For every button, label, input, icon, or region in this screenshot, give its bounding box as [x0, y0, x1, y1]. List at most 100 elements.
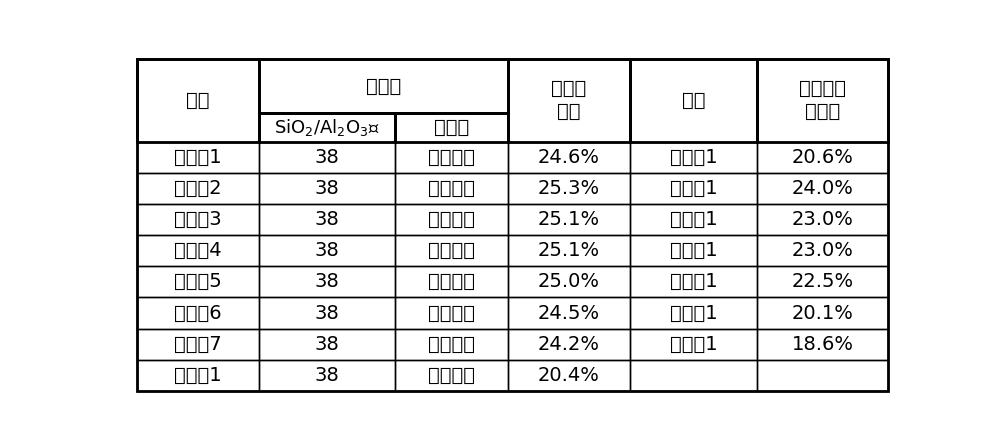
Bar — [137, 59, 259, 142]
Bar — [259, 297, 395, 328]
Bar — [259, 235, 395, 266]
Bar — [395, 113, 508, 142]
Text: 烃类碳产
率增幅: 烃类碳产 率增幅 — [799, 79, 846, 121]
Bar — [395, 328, 508, 360]
Bar — [630, 266, 757, 297]
Text: 实施例1: 实施例1 — [174, 148, 222, 167]
Text: 天津南化: 天津南化 — [428, 210, 475, 229]
Text: 实施例3: 实施例3 — [174, 210, 222, 229]
Bar — [757, 173, 888, 204]
Bar — [508, 204, 630, 235]
Text: 天津南化: 天津南化 — [428, 241, 475, 260]
Text: 对比例1: 对比例1 — [670, 335, 717, 354]
Text: 20.1%: 20.1% — [792, 303, 854, 323]
Bar — [757, 328, 888, 360]
Text: 催化剤: 催化剤 — [366, 77, 401, 96]
Bar — [757, 204, 888, 235]
Bar — [757, 142, 888, 173]
Text: 天津南化: 天津南化 — [428, 148, 475, 167]
Text: 对比例1: 对比例1 — [670, 241, 717, 260]
Text: 对比例1: 对比例1 — [670, 179, 717, 198]
Bar — [508, 266, 630, 297]
Text: 序号: 序号 — [186, 91, 209, 109]
Bar — [508, 173, 630, 204]
Text: 实施例7: 实施例7 — [174, 335, 222, 354]
Bar — [395, 142, 508, 173]
Bar — [259, 360, 395, 391]
Text: 24.6%: 24.6% — [538, 148, 600, 167]
Text: 38: 38 — [315, 179, 339, 198]
Bar — [757, 297, 888, 328]
Bar — [508, 142, 630, 173]
Text: 天津南化: 天津南化 — [428, 179, 475, 198]
Text: SiO$_2$/Al$_2$O$_3$比: SiO$_2$/Al$_2$O$_3$比 — [274, 117, 380, 138]
Bar — [630, 59, 757, 142]
Text: 天津南化: 天津南化 — [428, 272, 475, 291]
Bar — [630, 235, 757, 266]
Text: 实施例5: 实施例5 — [174, 272, 222, 291]
Bar — [630, 328, 757, 360]
Text: 对比例1: 对比例1 — [670, 303, 717, 323]
Bar — [395, 235, 508, 266]
Bar — [508, 297, 630, 328]
Bar — [137, 297, 259, 328]
Text: 天津南化: 天津南化 — [428, 366, 475, 385]
Bar — [508, 328, 630, 360]
Text: 实施例2: 实施例2 — [174, 179, 222, 198]
Text: 20.4%: 20.4% — [538, 366, 600, 385]
Text: 对比: 对比 — [682, 91, 705, 109]
Bar — [757, 59, 888, 142]
Bar — [395, 173, 508, 204]
Bar — [137, 266, 259, 297]
Bar — [630, 173, 757, 204]
Bar — [259, 266, 395, 297]
Text: 23.0%: 23.0% — [792, 241, 854, 260]
Bar — [395, 266, 508, 297]
Text: 对比例1: 对比例1 — [174, 366, 222, 385]
Text: 38: 38 — [315, 241, 339, 260]
Bar — [630, 360, 757, 391]
Bar — [508, 59, 630, 142]
Bar — [395, 204, 508, 235]
Bar — [757, 360, 888, 391]
Bar — [757, 235, 888, 266]
Bar — [630, 142, 757, 173]
Text: 25.1%: 25.1% — [538, 241, 600, 260]
Bar — [137, 235, 259, 266]
Bar — [259, 59, 508, 113]
Bar — [508, 360, 630, 391]
Text: 制造商: 制造商 — [434, 118, 469, 137]
Bar — [259, 142, 395, 173]
Bar — [137, 204, 259, 235]
Text: 对比例1: 对比例1 — [670, 148, 717, 167]
Bar — [259, 328, 395, 360]
Bar — [137, 360, 259, 391]
Text: 实施例6: 实施例6 — [174, 303, 222, 323]
Text: 烃类碳
产率: 烃类碳 产率 — [551, 79, 587, 121]
Text: 25.1%: 25.1% — [538, 210, 600, 229]
Text: 38: 38 — [315, 303, 339, 323]
Text: 天津南化: 天津南化 — [428, 335, 475, 354]
Text: 38: 38 — [315, 335, 339, 354]
Bar — [137, 328, 259, 360]
Text: 23.0%: 23.0% — [792, 210, 854, 229]
Bar — [508, 235, 630, 266]
Text: 天津南化: 天津南化 — [428, 303, 475, 323]
Bar — [630, 297, 757, 328]
Bar — [259, 173, 395, 204]
Text: 22.5%: 22.5% — [792, 272, 854, 291]
Text: 24.5%: 24.5% — [538, 303, 600, 323]
Bar — [259, 204, 395, 235]
Text: 38: 38 — [315, 210, 339, 229]
Bar — [137, 142, 259, 173]
Bar — [630, 204, 757, 235]
Text: 38: 38 — [315, 148, 339, 167]
Text: 18.6%: 18.6% — [792, 335, 854, 354]
Bar — [395, 360, 508, 391]
Text: 实施例4: 实施例4 — [174, 241, 222, 260]
Bar — [137, 173, 259, 204]
Text: 24.0%: 24.0% — [792, 179, 854, 198]
Bar — [395, 297, 508, 328]
Text: 25.3%: 25.3% — [538, 179, 600, 198]
Text: 对比例1: 对比例1 — [670, 272, 717, 291]
